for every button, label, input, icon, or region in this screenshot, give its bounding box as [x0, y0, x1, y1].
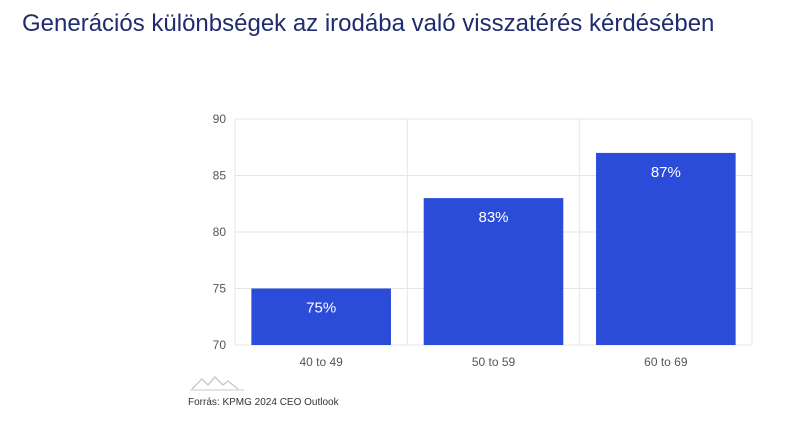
- x-axis-labels: 40 to 49 50 to 59 60 to 69: [299, 355, 687, 369]
- y-tick-label: 75: [213, 282, 227, 296]
- source-note: Forrás: KPMG 2024 CEO Outlook: [188, 397, 339, 408]
- x-category-label: 60 to 69: [644, 355, 688, 369]
- bar-data-label: 83%: [478, 209, 508, 226]
- bar-50-to-59[interactable]: [423, 198, 564, 345]
- x-category-label: 40 to 49: [299, 355, 343, 369]
- bar-60-to-69[interactable]: [596, 152, 736, 345]
- y-tick-label: 80: [213, 225, 227, 239]
- bar-40-to-49[interactable]: [251, 288, 391, 346]
- y-tick-label: 85: [213, 169, 227, 183]
- bars: [251, 152, 736, 346]
- chart-title: Generációs különbségek az irodába való v…: [22, 10, 715, 37]
- y-axis-ticks: 70 75 80 85 90: [213, 112, 227, 352]
- data-labels: 75% 83% 87%: [306, 164, 681, 317]
- y-tick-label: 90: [213, 112, 227, 126]
- x-category-label: 50 to 59: [472, 355, 516, 369]
- bar-data-label: 75%: [306, 300, 336, 317]
- bar-data-label: 87%: [651, 164, 681, 181]
- y-tick-label: 70: [213, 338, 227, 352]
- mountain-logo-icon: [190, 373, 244, 393]
